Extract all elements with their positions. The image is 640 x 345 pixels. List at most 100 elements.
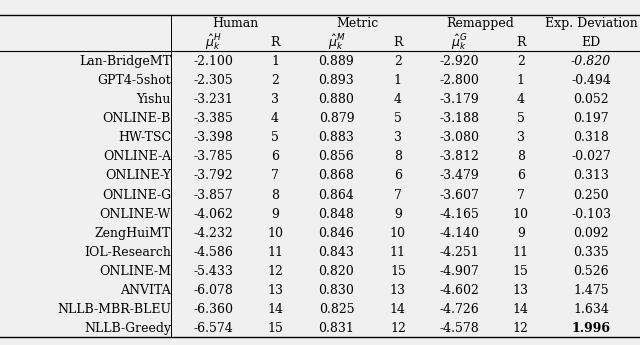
Text: ONLINE-B: ONLINE-B [102,112,171,125]
Text: 6: 6 [516,169,525,183]
Text: 15: 15 [390,265,406,278]
Text: -4.251: -4.251 [440,246,479,259]
Text: -3.479: -3.479 [440,169,479,183]
Text: -2.920: -2.920 [440,55,479,68]
Text: 10: 10 [513,208,529,220]
Text: 0.092: 0.092 [573,227,609,240]
Text: 3: 3 [516,131,525,144]
Text: 0.880: 0.880 [319,93,355,106]
Text: ONLINE-A: ONLINE-A [103,150,171,164]
Text: 1.475: 1.475 [573,284,609,297]
Text: 9: 9 [516,227,525,240]
Text: -6.078: -6.078 [194,284,234,297]
Text: 6: 6 [394,169,402,183]
Text: 0.318: 0.318 [573,131,609,144]
Text: 0.197: 0.197 [573,112,609,125]
Text: $\hat{\mu}_k^M$: $\hat{\mu}_k^M$ [328,33,345,52]
Text: -4.165: -4.165 [440,208,479,220]
Text: 1.634: 1.634 [573,303,609,316]
Text: -4.062: -4.062 [194,208,234,220]
Text: NLLB-Greedy: NLLB-Greedy [84,322,171,335]
Text: 0.526: 0.526 [573,265,609,278]
Text: 7: 7 [271,169,279,183]
Text: ED: ED [581,36,601,49]
Text: 0.250: 0.250 [573,188,609,201]
Text: 0.052: 0.052 [573,93,609,106]
Text: 7: 7 [394,188,402,201]
Text: 4: 4 [271,112,279,125]
Text: -6.574: -6.574 [194,322,234,335]
Text: -0.820: -0.820 [571,55,611,68]
Text: -3.385: -3.385 [194,112,234,125]
Text: -4.602: -4.602 [440,284,479,297]
Text: 0.868: 0.868 [319,169,355,183]
Text: 15: 15 [267,322,283,335]
Text: 14: 14 [267,303,283,316]
Text: 0.879: 0.879 [319,112,355,125]
Text: -3.188: -3.188 [439,112,479,125]
Text: 5: 5 [271,131,279,144]
Text: -3.179: -3.179 [440,93,479,106]
Text: 0.313: 0.313 [573,169,609,183]
Text: Remapped: Remapped [447,17,515,30]
Text: -3.857: -3.857 [194,188,234,201]
Text: 11: 11 [267,246,283,259]
Text: R: R [270,36,280,49]
Text: 13: 13 [513,284,529,297]
Text: -4.578: -4.578 [440,322,479,335]
Text: -3.398: -3.398 [194,131,234,144]
Text: 13: 13 [267,284,283,297]
Text: 12: 12 [267,265,283,278]
Text: -0.103: -0.103 [571,208,611,220]
Text: 0.856: 0.856 [319,150,355,164]
Text: 1: 1 [271,55,279,68]
Text: 2: 2 [271,74,279,87]
Text: 1.996: 1.996 [572,322,611,335]
Text: ONLINE-G: ONLINE-G [102,188,171,201]
Text: Metric: Metric [337,17,379,30]
Text: 12: 12 [513,322,529,335]
Text: NLLB-MBR-BLEU: NLLB-MBR-BLEU [57,303,171,316]
Text: 1: 1 [394,74,402,87]
Text: 0.830: 0.830 [319,284,355,297]
Text: -3.231: -3.231 [194,93,234,106]
Text: 5: 5 [516,112,525,125]
Text: 0.846: 0.846 [319,227,355,240]
Text: 0.893: 0.893 [319,74,355,87]
Text: 3: 3 [394,131,402,144]
Text: -6.360: -6.360 [194,303,234,316]
Text: 13: 13 [390,284,406,297]
Text: -3.792: -3.792 [194,169,234,183]
Text: -4.907: -4.907 [440,265,479,278]
Text: Human: Human [212,17,258,30]
Text: -2.800: -2.800 [440,74,479,87]
Text: -3.607: -3.607 [440,188,479,201]
Text: 8: 8 [516,150,525,164]
Text: 2: 2 [516,55,525,68]
Text: 4: 4 [516,93,525,106]
Text: Lan-BridgeMT: Lan-BridgeMT [79,55,171,68]
Text: 12: 12 [390,322,406,335]
Text: 0.864: 0.864 [319,188,355,201]
Text: IOL-Research: IOL-Research [84,246,171,259]
Text: -0.027: -0.027 [571,150,611,164]
Text: 0.883: 0.883 [319,131,355,144]
Text: 5: 5 [394,112,402,125]
Text: 9: 9 [394,208,402,220]
Text: -4.232: -4.232 [194,227,234,240]
Text: -2.100: -2.100 [194,55,234,68]
Text: 1: 1 [516,74,525,87]
Text: -5.433: -5.433 [194,265,234,278]
Text: ONLINE-M: ONLINE-M [99,265,171,278]
Text: -3.785: -3.785 [194,150,234,164]
Text: 0.820: 0.820 [319,265,355,278]
Text: 6: 6 [271,150,279,164]
Text: $\hat{\mu}_k^H$: $\hat{\mu}_k^H$ [205,33,222,52]
Text: 0.889: 0.889 [319,55,355,68]
Text: 0.335: 0.335 [573,246,609,259]
Text: 8: 8 [394,150,402,164]
Text: 10: 10 [267,227,283,240]
Text: -4.140: -4.140 [439,227,479,240]
Text: 2: 2 [394,55,402,68]
Text: -2.305: -2.305 [194,74,234,87]
